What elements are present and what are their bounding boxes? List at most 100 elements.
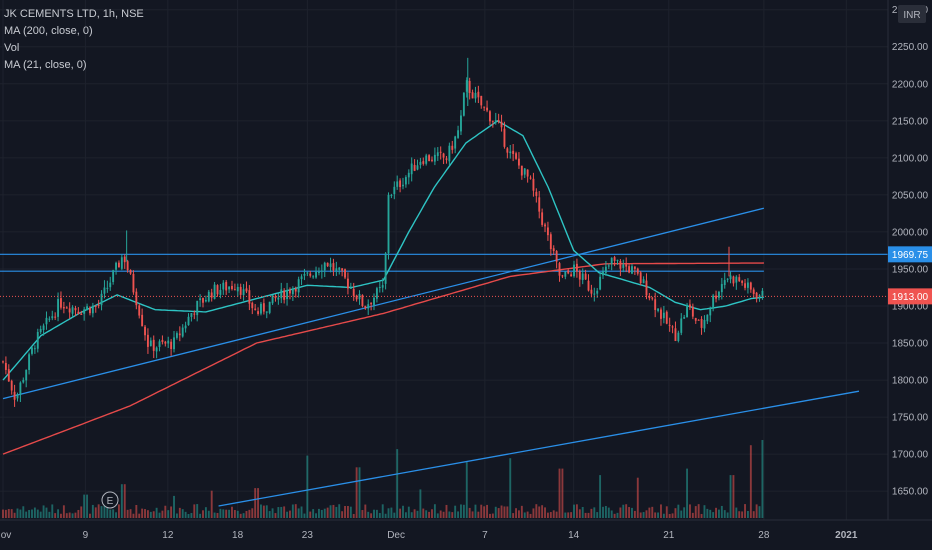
ma21-line	[2, 119, 764, 381]
volume-bar	[54, 513, 57, 518]
volume-bar	[390, 507, 393, 518]
candle-body	[645, 280, 648, 296]
ma21-path	[2, 119, 764, 381]
volume-bar	[491, 513, 494, 518]
volume-bar	[413, 509, 416, 518]
candle-body	[16, 394, 19, 399]
volume-bar	[599, 475, 602, 518]
candle-body	[428, 155, 431, 162]
volume-bar	[761, 440, 764, 518]
candle-body	[245, 288, 248, 292]
volume-bar	[300, 506, 303, 518]
event-marker-label: E	[107, 496, 114, 507]
candle-body	[352, 288, 355, 296]
candle-body	[364, 305, 367, 309]
candle-body	[89, 307, 91, 314]
candle-body	[509, 151, 512, 154]
candle-body	[213, 284, 216, 299]
candle-body	[407, 172, 410, 178]
volume-bar	[352, 513, 355, 518]
candle-body	[564, 271, 567, 277]
price-tick-label: 2050.00	[892, 190, 929, 201]
volume-bar	[723, 510, 726, 518]
candle-body	[677, 332, 680, 342]
candle-body	[123, 256, 126, 263]
price-tags: 1969.75 1913.00	[888, 246, 932, 305]
legend-vol[interactable]: Vol	[4, 42, 20, 54]
candle-body	[503, 128, 506, 147]
volume-bar	[326, 507, 329, 518]
volume-bar	[91, 504, 94, 518]
candle-body	[573, 264, 575, 277]
candle-body	[231, 285, 233, 290]
volume-bar	[744, 504, 746, 518]
volume-bar	[642, 512, 645, 518]
volume-bar	[242, 513, 245, 518]
volume-bar	[454, 505, 457, 518]
candle-body	[262, 303, 265, 312]
time-axis[interactable]	[0, 520, 888, 550]
volume-bar	[294, 504, 297, 518]
candle-body	[204, 300, 207, 302]
volume-bar	[181, 509, 184, 518]
volume-bar	[399, 508, 402, 518]
candle-body	[657, 308, 660, 311]
candle-body	[155, 347, 158, 352]
candle-body	[236, 286, 239, 292]
volume-bar	[100, 506, 103, 518]
candle-body	[706, 314, 709, 322]
candle-body	[309, 273, 312, 276]
volume-bar	[89, 513, 91, 518]
trendline	[218, 390, 860, 507]
candle-body	[257, 311, 260, 314]
candle-body	[660, 309, 662, 319]
candle-body	[355, 295, 358, 300]
candle-body	[254, 308, 257, 310]
volume-bar	[164, 505, 167, 518]
candle-body	[115, 262, 117, 270]
candle-body	[697, 319, 700, 321]
candle-body	[636, 268, 639, 274]
candle-body	[752, 289, 755, 294]
candle-body	[567, 270, 570, 274]
volume-bar	[323, 508, 326, 518]
candle-body	[720, 284, 723, 293]
candle-body	[164, 341, 167, 344]
candle-body	[118, 262, 120, 268]
volume-bar	[187, 513, 190, 518]
currency-badge[interactable]	[898, 5, 926, 23]
legend-symbol[interactable]: JK CEMENTS LTD, 1h, NSE	[4, 8, 144, 20]
candle-body	[251, 302, 254, 309]
price-tick-label: 1700.00	[892, 450, 929, 461]
legend-ma200[interactable]: MA (200, close, 0)	[4, 25, 93, 37]
volume-bar	[468, 507, 471, 518]
volume-bar	[68, 512, 71, 518]
candle-body	[338, 267, 341, 270]
candle-body	[373, 297, 375, 306]
volume-bar	[596, 512, 599, 518]
candle-body	[207, 291, 210, 302]
volume-bar	[196, 504, 199, 518]
candle-body	[610, 257, 613, 265]
candle-body	[538, 197, 541, 212]
candle-body	[689, 304, 691, 308]
volume-bar	[404, 512, 407, 518]
volume-bar	[45, 507, 48, 518]
price-tick-label: 1950.00	[892, 264, 929, 275]
volume-bar	[573, 504, 575, 518]
candle-body	[120, 257, 123, 269]
earnings-event-marker[interactable]: E	[101, 491, 119, 509]
candle-body	[181, 327, 184, 337]
trendlines[interactable]	[2, 207, 860, 507]
volume-bar	[486, 504, 488, 518]
legend-ma21[interactable]: MA (21, close, 0)	[4, 59, 87, 71]
candle-body	[106, 287, 109, 289]
volume-bar	[265, 505, 268, 518]
volume-bar	[193, 504, 196, 518]
candle-body	[199, 298, 202, 301]
volume-bar	[207, 510, 210, 518]
volume-bar	[480, 504, 483, 518]
volume-bar	[738, 511, 741, 518]
volume-bar	[680, 510, 683, 518]
